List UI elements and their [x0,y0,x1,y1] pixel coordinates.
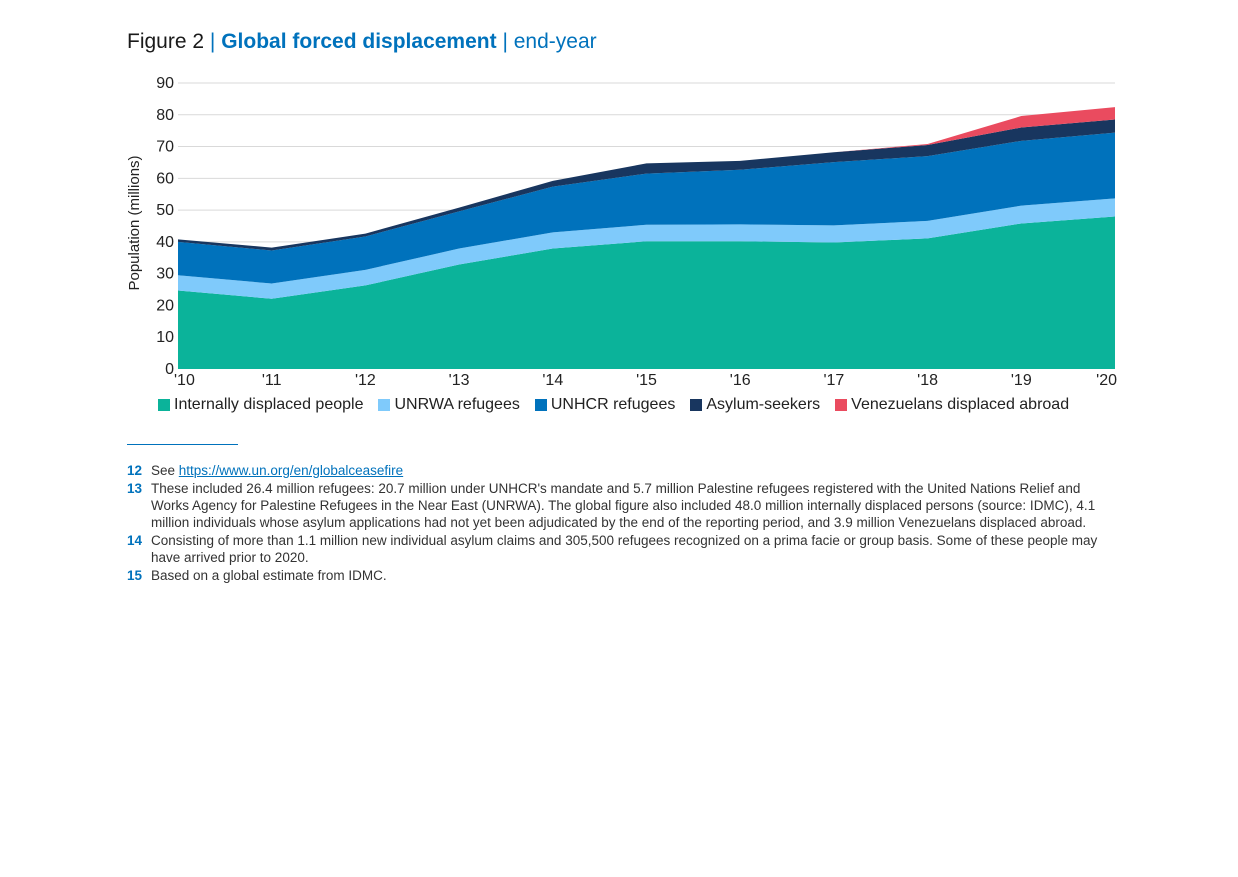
y-tick-label: 40 [156,234,174,251]
legend-item: Asylum-seekers [690,396,820,414]
y-tick-label: 10 [156,329,174,346]
y-tick-label: 60 [156,170,174,187]
y-tick-label: 20 [156,297,174,314]
legend-swatch [378,399,391,411]
footnote-prefix: See [151,463,179,478]
footnote-text: These included 26.4 million refugees: 20… [151,481,1096,530]
figure-number: Figure 2 [127,30,205,53]
footnote-divider [127,444,238,445]
y-axis-title: Population (millions) [126,155,143,290]
x-tick-label: '18 [917,372,938,389]
x-tick-label: '19 [1011,372,1032,389]
footnote-text: See https://www.un.org/en/globalceasefir… [151,462,1117,479]
figure-title: Figure 2 | Global forced displacement | … [127,30,597,54]
legend-swatch [534,399,547,411]
legend-label: UNHCR refugees [550,396,676,413]
legend-label: UNRWA refugees [394,396,520,413]
legend-item: Venezuelans displaced abroad [835,396,1069,414]
x-tick-label: '10 [174,372,195,389]
footnote-number: 14 [127,533,143,548]
legend-label: Internally displaced people [174,396,364,413]
x-tick-label: '14 [542,372,563,389]
area-unrwa-refugees [178,198,1115,299]
chart-title: Global forced displacement [221,30,497,53]
area-unhcr-refugees [178,132,1115,284]
footnote-14: 14 Consisting of more than 1.1 million n… [127,532,1117,566]
legend-item: UNHCR refugees [534,396,676,414]
footnote-13: 13 These included 26.4 million refugees:… [127,480,1117,531]
x-tick-label: '20 [1096,372,1117,389]
legend-swatch [835,399,848,411]
figure-separator: | [209,30,216,53]
area-internally-displaced-people [178,216,1115,369]
x-tick-label: '11 [262,372,282,389]
stacked-area-chart: 0 10 20 30 40 50 60 70 80 90 '10 '11 '12 '13 '14 '15 '16… [126,75,1117,389]
footnote-15: 15 Based on a global estimate from IDMC. [127,567,1117,584]
footnote-text: Consisting of more than 1.1 million new … [151,533,1098,565]
x-tick-label: '15 [636,372,657,389]
y-tick-label: 0 [165,361,174,378]
x-tick-label: '16 [730,372,751,389]
chart-legend: Internally displaced people UNRWA refugee… [158,396,1069,414]
globalceasefire-link[interactable]: https://www.un.org/en/globalceasefire [178,463,404,478]
legend-label: Venezuelans displaced abroad [851,396,1070,413]
x-tick-label: '12 [355,372,376,389]
footnote-number: 15 [127,568,143,583]
y-tick-label: 80 [156,107,174,124]
x-tick-label: '13 [449,372,470,389]
chart-subtitle: | end-year [502,30,597,53]
area-venezuelans-displaced-abroad [178,107,1115,248]
legend-item: Internally displaced people [158,396,363,414]
y-tick-label: 50 [156,202,174,219]
footnote-12: 12 See https://www.un.org/en/globalcease… [127,462,1117,479]
y-tick-label: 30 [156,266,174,283]
footnotes: 12 See https://www.un.org/en/globalcease… [127,462,1117,585]
x-tick-label: '17 [823,372,844,389]
legend-swatch [158,399,170,411]
legend-swatch [690,399,703,411]
footnote-text: Based on a global estimate from IDMC. [151,568,387,583]
y-tick-label: 90 [156,75,174,92]
legend-label: Asylum-seekers [706,396,821,413]
legend-item: UNRWA refugees [378,396,520,414]
y-tick-label: 70 [156,139,174,156]
footnote-number: 12 [127,463,143,478]
area-asylum-seekers [178,119,1115,251]
footnote-number: 13 [127,481,143,496]
